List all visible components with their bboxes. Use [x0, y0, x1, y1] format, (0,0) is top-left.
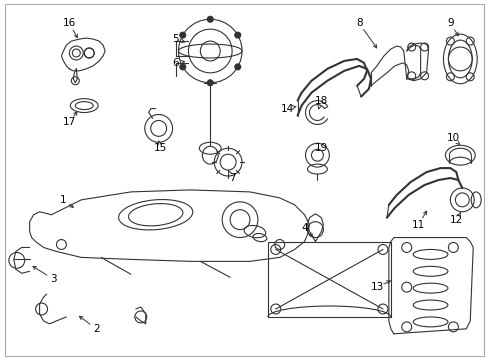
Text: 19: 19 — [314, 143, 327, 153]
Circle shape — [207, 80, 213, 86]
Text: 17: 17 — [62, 117, 76, 127]
Text: 13: 13 — [369, 282, 383, 292]
Text: 7: 7 — [228, 173, 235, 183]
Text: 8: 8 — [355, 18, 362, 28]
Text: 14: 14 — [281, 104, 294, 113]
Text: 4: 4 — [301, 222, 307, 233]
Circle shape — [234, 64, 240, 70]
Text: 16: 16 — [62, 18, 76, 28]
Text: 12: 12 — [449, 215, 462, 225]
Text: 1: 1 — [60, 195, 66, 205]
Text: 10: 10 — [446, 133, 459, 143]
Text: 3: 3 — [50, 274, 57, 284]
Text: 18: 18 — [314, 96, 327, 105]
Text: 15: 15 — [154, 143, 167, 153]
Text: 9: 9 — [446, 18, 453, 28]
Text: 11: 11 — [411, 220, 425, 230]
Circle shape — [234, 32, 240, 38]
Text: 2: 2 — [93, 324, 99, 334]
Text: 6: 6 — [172, 58, 179, 68]
Circle shape — [207, 16, 213, 22]
Text: 5: 5 — [172, 34, 179, 44]
Circle shape — [180, 64, 185, 70]
Circle shape — [180, 32, 185, 38]
